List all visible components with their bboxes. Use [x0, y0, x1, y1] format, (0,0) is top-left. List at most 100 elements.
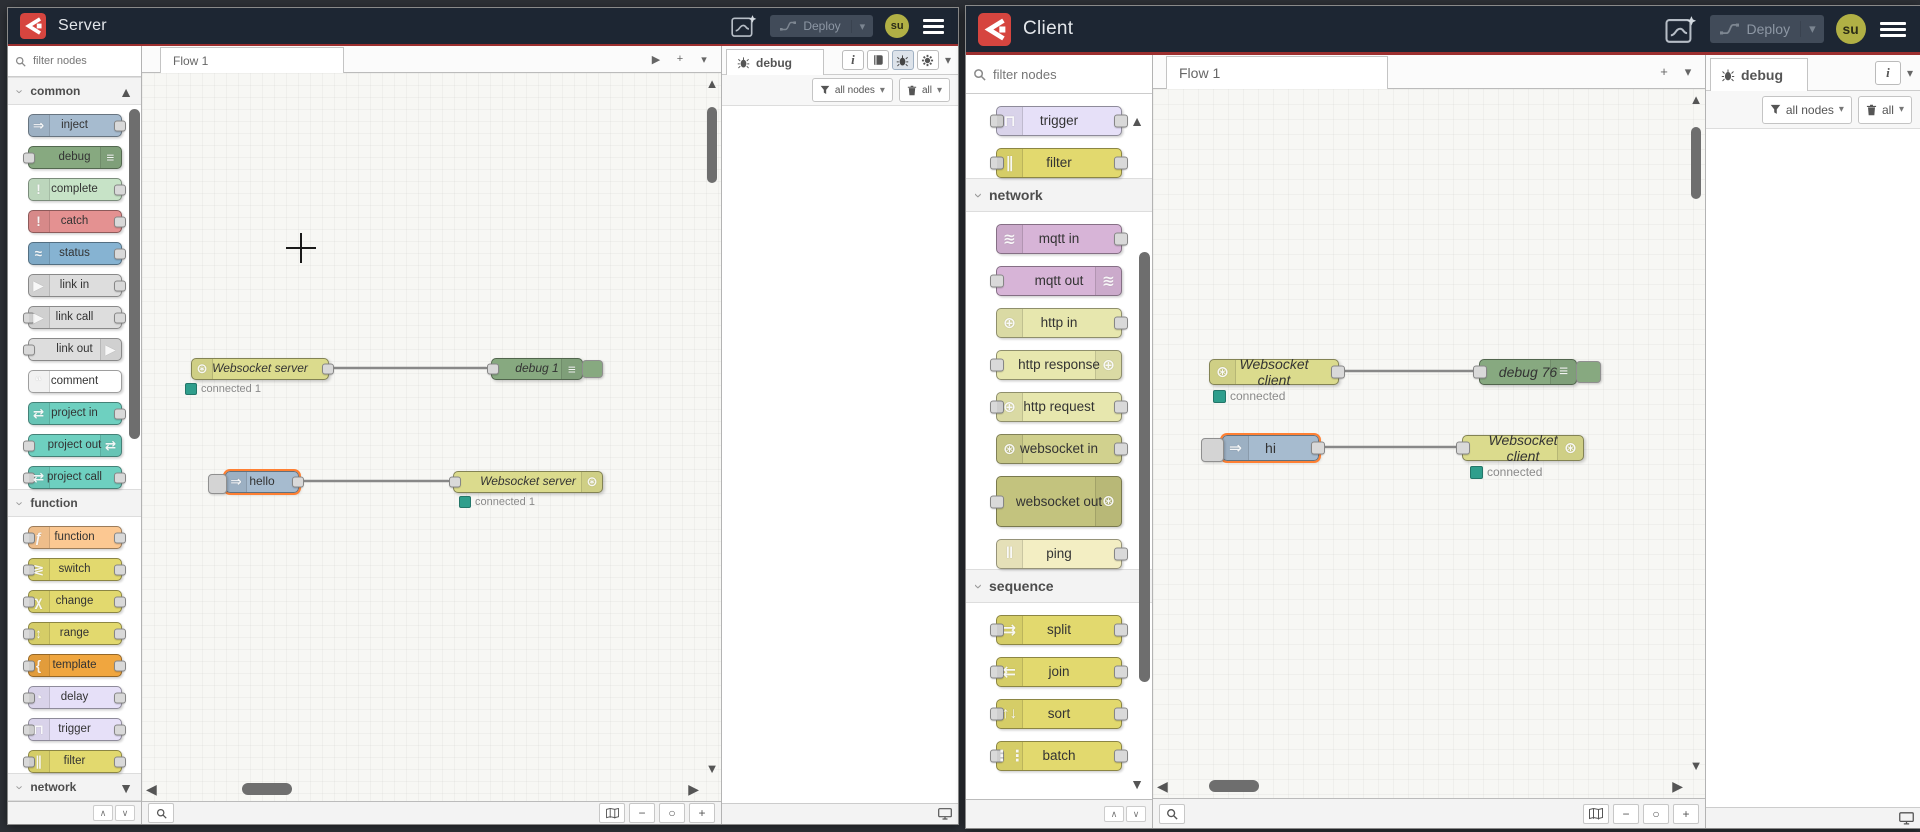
output-port[interactable] [1310, 441, 1325, 455]
palette-scroll-down-icon[interactable]: ▼ [1130, 776, 1144, 792]
palette-category-sequence[interactable]: › sequence [966, 569, 1152, 603]
flow-canvas[interactable]: ▲ ▼ ◀ ▶ ⊛ Websocket client connected ≡ debug… [1153, 89, 1705, 798]
tab-debug[interactable]: debug [726, 49, 824, 75]
output-port[interactable] [114, 756, 126, 767]
input-port[interactable] [990, 623, 1005, 637]
output-port[interactable] [1113, 156, 1128, 170]
main-menu-button[interactable] [921, 15, 946, 38]
palette-node-range[interactable]: ↕ range [23, 622, 126, 645]
canvas-node-websocket-client[interactable]: ⊛ Websocket client [1456, 432, 1584, 464]
tab-debug[interactable]: debug [1710, 58, 1808, 91]
canvas-node-hello[interactable]: ⇒ hello [208, 469, 304, 495]
input-port[interactable] [23, 692, 35, 703]
palette-node-mqtt-in[interactable]: ≋ mqtt in [996, 224, 1128, 254]
input-port[interactable] [990, 156, 1005, 170]
output-port[interactable] [114, 532, 126, 543]
deploy-button[interactable]: Deploy ▾ [1710, 14, 1824, 44]
deploy-options-caret[interactable]: ▾ [1800, 20, 1824, 37]
navigator-button[interactable] [1583, 803, 1609, 824]
palette-node-ping[interactable]: ‖ ping [996, 539, 1128, 569]
palette-node-switch[interactable]: ≷ switch [23, 558, 126, 581]
palette-node-delay[interactable]: ◔ delay [23, 686, 126, 709]
scroll-right-icon[interactable]: ▶ [1672, 778, 1683, 794]
palette-node-comment[interactable]: “comment [27, 370, 122, 393]
output-port[interactable] [1113, 623, 1128, 637]
palette-node-trigger[interactable]: ⊓ trigger [990, 106, 1128, 136]
palette-node-websocket-in[interactable]: ⊛ websocket in [996, 434, 1128, 464]
canvas-node-websocket-server[interactable]: ⊛ Websocket server [448, 471, 603, 493]
palette-node-sort[interactable]: ↑↓ sort [990, 699, 1128, 729]
debug-toggle-button[interactable] [1576, 361, 1601, 383]
output-port[interactable] [114, 724, 126, 735]
expand-all-button[interactable]: ∨ [1126, 806, 1146, 822]
input-port[interactable] [23, 532, 35, 543]
palette-category-common[interactable]: › common [8, 77, 141, 105]
scroll-left-icon[interactable]: ◀ [146, 781, 157, 797]
search-flows-button[interactable] [148, 803, 174, 823]
scroll-down-icon[interactable]: ▼ [705, 761, 719, 776]
output-port[interactable] [1113, 749, 1128, 763]
zoom-in-button[interactable]: + [1673, 803, 1699, 824]
palette-node-project-call[interactable]: ⇄ project call [23, 466, 126, 489]
flow-list-caret[interactable]: ▾ [693, 50, 715, 68]
canvas-node-hi[interactable]: ⇒ hi [1201, 433, 1325, 463]
input-port[interactable] [990, 665, 1005, 679]
palette-node-link-call[interactable]: ▶ link call [23, 306, 126, 329]
palette-node-http-response[interactable]: ⊕ http response [990, 350, 1122, 380]
input-port[interactable] [990, 707, 1005, 721]
input-port[interactable] [1456, 441, 1471, 455]
input-port[interactable] [990, 495, 1005, 508]
inject-trigger-button[interactable] [208, 473, 227, 494]
palette-category-function[interactable]: › function [8, 489, 141, 517]
tab-flow-1[interactable]: Flow 1 [160, 47, 344, 73]
palette-node-change[interactable]: χ change [23, 590, 126, 613]
output-port[interactable] [114, 596, 126, 607]
canvas-node-websocket-client[interactable]: ⊛ Websocket client [1209, 356, 1345, 388]
deploy-main[interactable]: Deploy [1710, 21, 1800, 37]
input-port[interactable] [448, 476, 461, 488]
palette-node-split[interactable]: ⇉ split [990, 615, 1128, 645]
input-port[interactable] [990, 400, 1005, 414]
output-port[interactable] [1113, 114, 1128, 128]
help-button[interactable] [866, 50, 889, 70]
output-port[interactable] [1113, 316, 1128, 330]
input-port[interactable] [1473, 365, 1488, 379]
palette-category-network[interactable]: › network [966, 178, 1152, 212]
deploy-options-caret[interactable]: ▾ [850, 19, 874, 33]
palette-node-complete[interactable]: ! complete [27, 178, 126, 201]
input-port[interactable] [990, 274, 1005, 288]
output-port[interactable] [114, 312, 126, 323]
palette-node-debug[interactable]: ≡ debug [23, 146, 122, 169]
open-in-window-button[interactable] [938, 808, 952, 820]
deploy-main[interactable]: Deploy [770, 19, 850, 33]
canvas-node-debug-1[interactable]: ≡ debug 1 [486, 358, 603, 380]
config-nodes-button[interactable] [916, 50, 939, 70]
output-port[interactable] [114, 248, 126, 259]
avatar[interactable]: su [885, 14, 910, 38]
palette-node-http-in[interactable]: ⊕ http in [996, 308, 1128, 338]
debug-messages-button[interactable] [891, 50, 914, 70]
output-port[interactable] [114, 408, 126, 419]
flow-canvas[interactable]: ▲ ▼ ◀ ▶ ⊛ Websocket server connected 1 ≡ deb… [142, 73, 721, 801]
zoom-out-button[interactable]: − [1613, 803, 1639, 824]
debug-clear-button[interactable]: all ▾ [898, 78, 950, 102]
output-port[interactable] [114, 628, 126, 639]
palette-node-link-in[interactable]: ▶ link in [27, 274, 126, 297]
palette-node-http-request[interactable]: ⊕ http request [990, 392, 1128, 422]
palette-node-status[interactable]: ≈ status [27, 242, 126, 265]
canvas-node-websocket-server[interactable]: ⊛ Websocket server [191, 358, 334, 380]
palette-node-filter[interactable]: ∥ filter [23, 750, 126, 773]
input-port[interactable] [23, 756, 35, 767]
sidebar-options-caret[interactable]: ▾ [942, 53, 954, 67]
palette-node-inject[interactable]: ⇒ inject [27, 114, 126, 137]
palette-search[interactable] [8, 46, 141, 77]
palette-search[interactable] [966, 55, 1152, 94]
palette-scroll-up-icon[interactable]: ▲ [119, 84, 133, 100]
info-button[interactable]: i [841, 50, 864, 70]
vertical-scrollbar-thumb[interactable] [1691, 127, 1701, 199]
input-port[interactable] [23, 596, 35, 607]
palette-filter-input[interactable] [31, 54, 134, 68]
zoom-out-button[interactable]: − [629, 803, 655, 823]
output-port[interactable] [1113, 665, 1128, 679]
palette-node-websocket-out[interactable]: ⊛ websocket out [990, 476, 1122, 527]
